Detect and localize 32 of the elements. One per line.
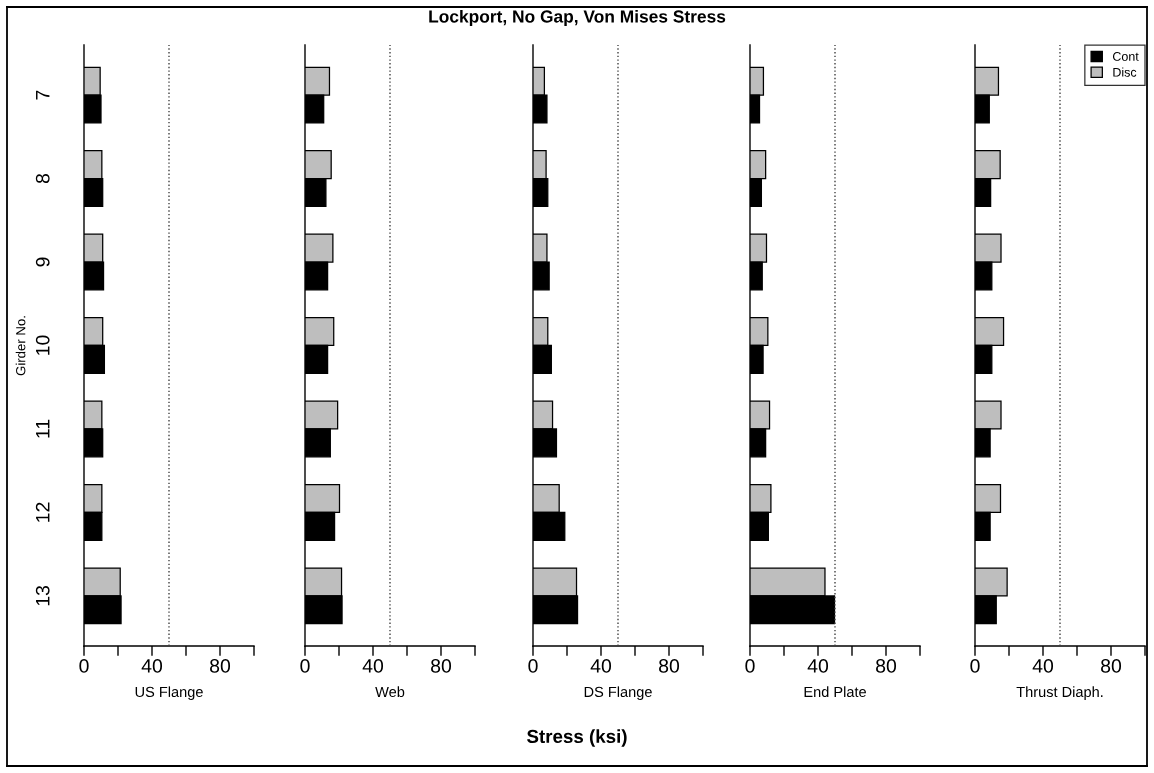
x-tick-label: 40 [1032,659,1054,673]
x-axis-title: Thrust Diaph. [1016,686,1103,700]
y-axis-title: Girder No. [15,316,26,376]
x-tick-label: 80 [659,659,680,673]
y-tick-label: 13 [35,585,50,606]
chart-title: Lockport, No Gap, Von Mises Stress [429,9,726,27]
y-tick-label: 12 [35,502,50,522]
x-tick-label: 40 [807,659,829,673]
x-tick-label: 0 [300,659,310,673]
x-tick-label: 80 [1101,659,1122,673]
x-tick-label: 0 [528,659,538,673]
x-tick-label: 80 [876,659,897,673]
x-axis-title: Web [375,686,405,698]
y-tick-label: 9 [35,257,50,267]
y-tick-label: 10 [35,335,50,355]
x-tick-label: 80 [431,659,452,673]
text: Stress (ksi) [527,729,627,747]
x-tick-label: 40 [362,659,384,673]
y-tick-label: 7 [36,90,50,100]
legend-label: Disc [1113,67,1137,77]
x-tick-label: 0 [970,659,980,673]
x-axis-title: DS Flange [584,686,652,700]
x-tick-label: 40 [590,659,612,673]
x-axis-title: End Plate [804,686,866,698]
x-tick-label: 0 [745,659,755,673]
x-tick-label: 40 [141,659,163,673]
x-tick-label: 0 [79,659,89,673]
x-tick-label: 80 [210,659,231,673]
y-tick-label: 11 [36,419,50,438]
legend-label: Cont [1112,52,1139,61]
x-axis-title: US Flange [135,686,203,700]
y-tick-label: 8 [35,173,50,184]
